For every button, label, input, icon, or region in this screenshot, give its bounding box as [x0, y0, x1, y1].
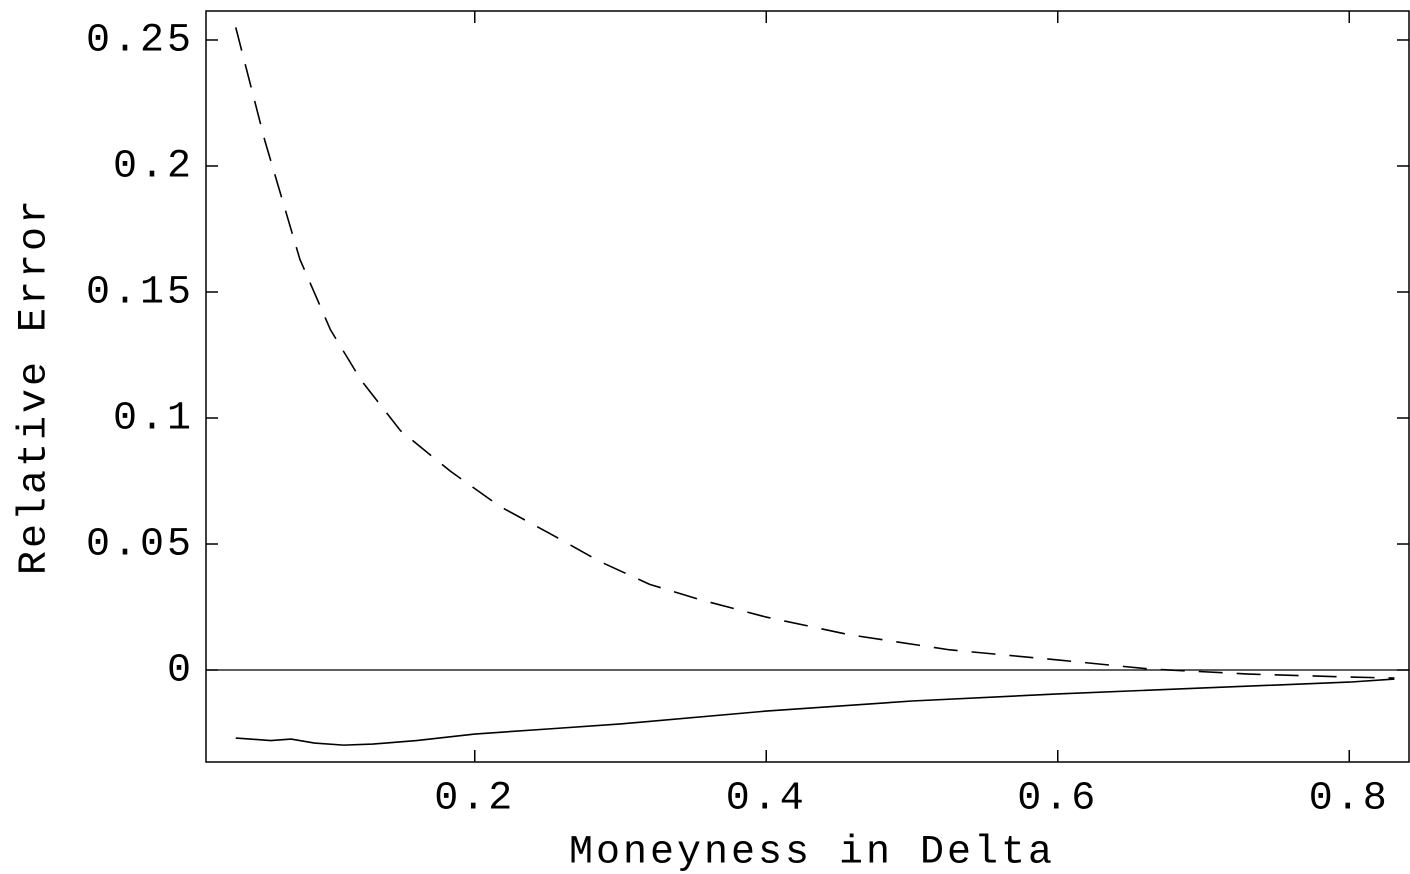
plot-frame [205, 10, 1410, 763]
x-tick-label: 0.2 [434, 777, 515, 822]
y-tick-label: 0.1 [113, 397, 194, 442]
line-series [234, 27, 1395, 679]
y-tick-label: 0.05 [86, 523, 194, 568]
x-axis-label: Moneyness in Delta [569, 831, 1055, 874]
y-tick-label: 0.15 [86, 271, 194, 316]
x-tick-label: 0.6 [1017, 777, 1098, 822]
y-tick-label: 0 [167, 649, 194, 694]
y-axis-label: Relative Error [13, 197, 58, 575]
line-series [235, 678, 1395, 746]
x-tick-label: 0.8 [1309, 777, 1390, 822]
x-tick-label: 0.4 [726, 777, 807, 822]
y-tick-label: 0.2 [113, 145, 194, 190]
y-tick-label: 0.25 [86, 19, 194, 64]
